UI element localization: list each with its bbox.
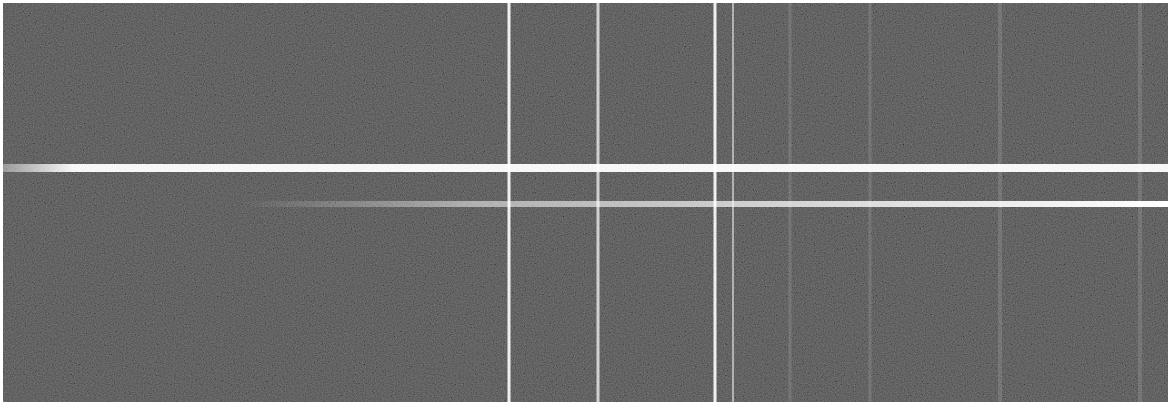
spectrum-trace — [3, 164, 1168, 172]
spectrum-trace — [240, 201, 1168, 207]
